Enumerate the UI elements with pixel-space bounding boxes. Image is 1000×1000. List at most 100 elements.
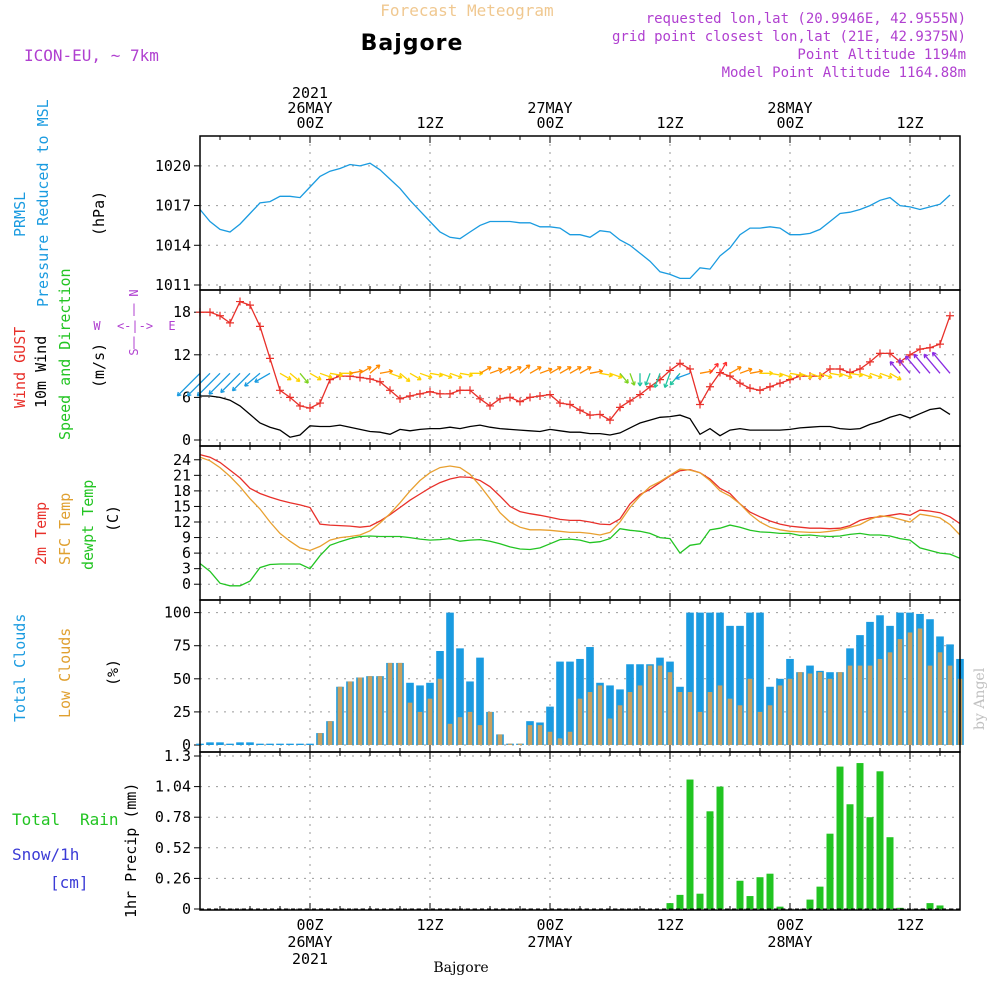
precipitation-ytick-label: 1.04 bbox=[155, 778, 191, 796]
wind-direction-arrow bbox=[719, 361, 728, 374]
clouds-unit: (%) bbox=[104, 659, 122, 686]
low-cloud-bar bbox=[347, 681, 353, 745]
wind-direction-arrow bbox=[739, 367, 753, 374]
compass-v2: | bbox=[130, 335, 137, 349]
top-time-label: 2021 bbox=[292, 84, 328, 102]
wind-ytick-label: 6 bbox=[182, 388, 191, 406]
gust-marker bbox=[386, 386, 394, 395]
gust-marker bbox=[566, 400, 574, 409]
rain-bar bbox=[696, 893, 704, 909]
gust-marker bbox=[946, 311, 954, 320]
precip-cm-label: [cm] bbox=[50, 873, 89, 892]
clouds-ytick-label: 50 bbox=[173, 670, 191, 688]
clouds-panel: 0 25 50 75 100 bbox=[164, 599, 964, 754]
gust-marker bbox=[396, 394, 404, 403]
total-cloud-bar bbox=[246, 742, 254, 745]
wind-direction-arrow bbox=[709, 362, 719, 374]
wind-direction-arrow bbox=[369, 364, 381, 374]
wind-direction-arrow bbox=[839, 372, 853, 380]
wind-direction-arrow bbox=[279, 372, 292, 381]
low-cloud-bar bbox=[637, 685, 643, 745]
gust-marker bbox=[466, 386, 474, 395]
wind-direction-arrow bbox=[644, 373, 651, 386]
gust-marker bbox=[416, 389, 424, 398]
low-cloud-bar bbox=[897, 639, 903, 745]
low-cloud-bar bbox=[697, 711, 703, 745]
rain-bar bbox=[746, 896, 754, 909]
low-cloud-bar bbox=[327, 721, 333, 745]
wind-panel: 0 6 12 18 bbox=[173, 289, 961, 449]
gust-marker bbox=[686, 365, 694, 373]
low-cloud-bar bbox=[467, 711, 473, 745]
temperature-ytick-label: 18 bbox=[173, 482, 191, 500]
rain-bar bbox=[936, 905, 944, 909]
low-cloud-bar bbox=[627, 692, 633, 745]
low-cloud-bar bbox=[547, 731, 553, 745]
top-time-label: 00Z bbox=[536, 114, 563, 132]
compass-s: S bbox=[127, 348, 141, 355]
low-cloud-bar bbox=[457, 717, 463, 745]
wind-series-line bbox=[200, 395, 951, 438]
total-cloud-bar bbox=[726, 625, 734, 745]
wind-direction-arrow bbox=[859, 372, 873, 380]
temperature-series-line bbox=[199, 453, 961, 530]
low-cloud-bar bbox=[917, 628, 923, 745]
bottom-time-label: 00Z bbox=[296, 916, 323, 934]
gust-marker bbox=[606, 416, 614, 425]
gust-marker bbox=[536, 391, 544, 400]
low-cloud-bar bbox=[597, 685, 603, 745]
wind-direction-arrow bbox=[309, 372, 322, 381]
temp-2m-label: 2m Temp bbox=[32, 502, 50, 565]
wind-speed-dir-label: Speed and Direction bbox=[56, 268, 74, 440]
wind-direction-arrow bbox=[254, 372, 271, 383]
wind-ytick-label: 12 bbox=[173, 346, 191, 364]
total-cloud-bar bbox=[256, 743, 264, 745]
wind-direction-arrow bbox=[819, 372, 833, 380]
rain-bar bbox=[836, 766, 844, 909]
rain-bar bbox=[686, 779, 694, 909]
low-cloud-bar bbox=[497, 734, 503, 745]
wind-direction-arrow bbox=[923, 353, 941, 374]
low-cloud-bar bbox=[887, 652, 893, 745]
total-cloud-bar bbox=[226, 743, 234, 745]
wind-direction-arrow bbox=[931, 351, 951, 374]
precipitation-ytick-label: 1.3 bbox=[164, 747, 191, 765]
compass-h: <-|-> bbox=[117, 319, 153, 333]
plot-layer: 1011101410171020061218036912151821240255… bbox=[155, 84, 964, 968]
footer-location: Bajgore bbox=[433, 960, 488, 976]
pressure-ytick-label: 1014 bbox=[155, 236, 191, 254]
clouds-low-label: Low Clouds bbox=[56, 628, 74, 718]
wind-direction-arrow bbox=[669, 372, 681, 386]
low-cloud-bar bbox=[777, 685, 783, 745]
low-cloud-bar bbox=[577, 698, 583, 745]
rain-bar bbox=[756, 877, 764, 909]
gust-marker bbox=[916, 345, 924, 354]
compass-n: N bbox=[127, 289, 141, 296]
gust-marker bbox=[486, 401, 494, 410]
gust-marker bbox=[876, 349, 884, 358]
wind-direction-arrow bbox=[389, 372, 403, 380]
low-cloud-bar bbox=[727, 698, 733, 745]
temperature-ytick-label: 6 bbox=[182, 544, 191, 562]
wind-direction-arrow bbox=[569, 366, 582, 374]
compass-rose: N | W <-|-> E | S bbox=[93, 289, 175, 355]
wind-direction-arrow bbox=[220, 372, 241, 394]
bottom-time-label: 12Z bbox=[656, 916, 683, 934]
top-time-label: 00Z bbox=[776, 114, 803, 132]
wind-direction-arrow bbox=[208, 372, 231, 395]
low-cloud-bar bbox=[757, 711, 763, 745]
clouds-ytick-label: 75 bbox=[173, 637, 191, 655]
gust-marker bbox=[926, 343, 934, 352]
low-cloud-bar bbox=[787, 678, 793, 745]
low-cloud-bar bbox=[747, 678, 753, 745]
gust-marker bbox=[476, 394, 484, 403]
temperature-series-line bbox=[199, 524, 961, 587]
precipitation-ytick-label: 0.78 bbox=[155, 808, 191, 826]
low-cloud-bar bbox=[437, 678, 443, 745]
wind-direction-arrow bbox=[409, 372, 422, 381]
gust-marker bbox=[216, 311, 224, 320]
gust-marker bbox=[226, 318, 234, 327]
rain-bar bbox=[886, 837, 894, 909]
wind-direction-arrow bbox=[869, 372, 883, 380]
wind-direction-arrow bbox=[479, 366, 492, 374]
